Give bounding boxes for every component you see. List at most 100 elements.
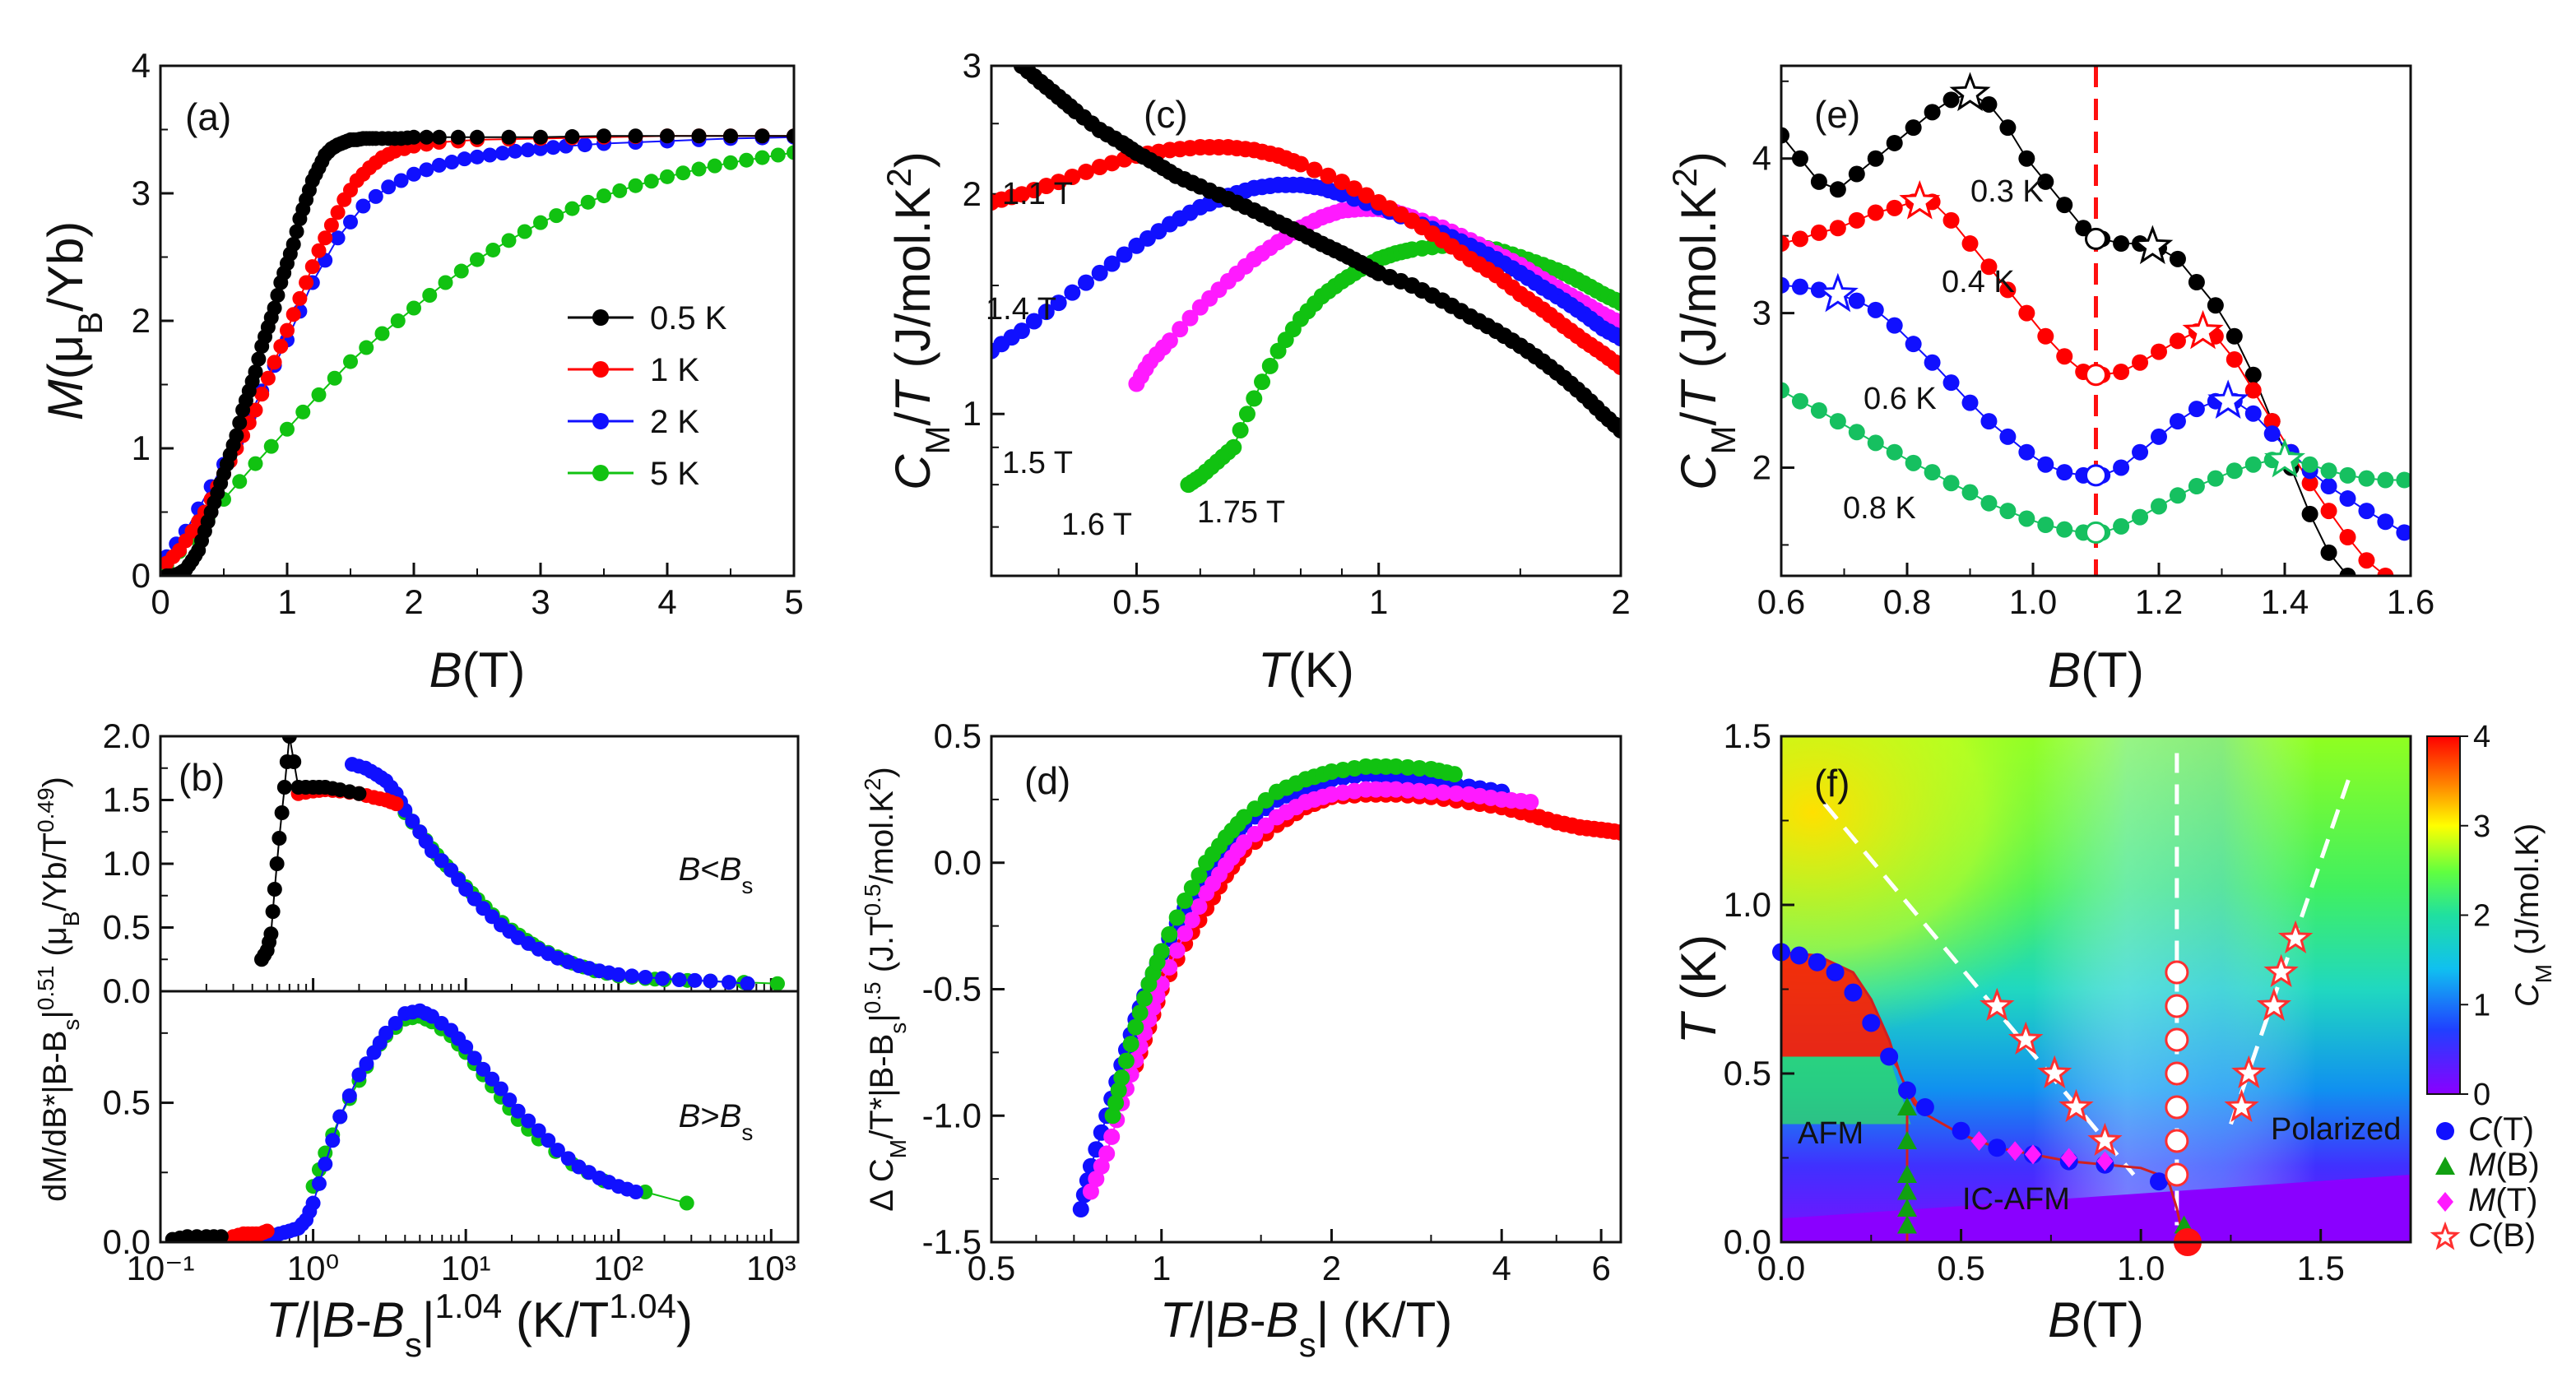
x-tick-label: 0.6 xyxy=(1757,582,1805,621)
panel-e: 0.6 0.8 1.0 1.2 1.4 1.6 2 3 4 0.3 K 0.4 K 0.6 K 0.8 … xyxy=(1665,66,2434,698)
mt-marker xyxy=(2060,1148,2077,1168)
data-point xyxy=(419,162,434,178)
data-point xyxy=(330,205,346,220)
data-point xyxy=(2301,475,2318,492)
mb-marker xyxy=(1897,1165,1917,1183)
series-line xyxy=(312,1015,687,1204)
data-point xyxy=(1078,163,1095,180)
panel-b-ylabel: dM/dB*|B-Bs|0.51 (μB/Yb/T0.49) xyxy=(33,777,84,1202)
ct-marker xyxy=(1898,1081,1916,1100)
ct-marker xyxy=(1880,1047,1899,1066)
ct-marker xyxy=(1915,1098,1934,1116)
data-point xyxy=(521,1113,536,1129)
data-point xyxy=(444,155,460,170)
data-point xyxy=(596,188,611,204)
data-point xyxy=(1246,390,1263,407)
data-point xyxy=(2358,503,2375,520)
data-point xyxy=(1411,782,1428,800)
data-point xyxy=(378,1025,394,1041)
data-point xyxy=(1848,424,1865,441)
y-tick-label: 0.0 xyxy=(103,1222,151,1261)
data-point xyxy=(2056,197,2073,214)
colorbar-tick-label: 1 xyxy=(2473,988,2490,1023)
data-point xyxy=(453,263,469,279)
data-point xyxy=(1942,91,1960,109)
heatmap-mid-region xyxy=(1781,736,2411,1242)
curve-label: 0.3 K xyxy=(1970,174,2044,209)
panel-a: 0 1 2 3 4 5 0 1 2 3 4 (a) B(T) M(μB/Yb) 0.5 K 1 K 2 K 5 K xyxy=(38,46,804,698)
data-point xyxy=(1107,1094,1125,1111)
data-point xyxy=(660,169,675,184)
legend-marker xyxy=(2430,1221,2461,1250)
data-point xyxy=(1829,413,1846,430)
ct-marker xyxy=(1844,983,1863,1002)
data-point xyxy=(643,174,659,189)
data-point xyxy=(1127,1018,1144,1036)
data-point xyxy=(457,151,472,167)
data-point xyxy=(1345,180,1362,197)
data-point xyxy=(1613,294,1621,312)
data-point xyxy=(470,252,485,267)
data-point xyxy=(740,976,755,991)
data-point xyxy=(1191,867,1208,884)
data-point xyxy=(541,1133,556,1148)
star-marker xyxy=(1899,180,1941,220)
y-tick-label: 1 xyxy=(132,429,151,467)
data-point xyxy=(770,147,786,163)
cb-star-marker xyxy=(2277,920,2314,954)
star-marker xyxy=(1817,272,1859,313)
data-point xyxy=(1781,235,1789,253)
data-point xyxy=(1181,309,1199,327)
data-point xyxy=(1905,119,1922,137)
data-point xyxy=(564,201,580,216)
cb-star-marker xyxy=(2263,953,2299,988)
y-tick-label: 0.0 xyxy=(1724,1222,1771,1261)
data-point xyxy=(311,387,327,402)
legend-label: 0.5 K xyxy=(650,300,727,336)
data-point xyxy=(691,128,707,144)
panel-d-label: (d) xyxy=(1024,759,1070,802)
data-point xyxy=(1104,1107,1121,1125)
open-circle-marker xyxy=(2085,227,2107,250)
data-point xyxy=(359,1056,374,1072)
data-point xyxy=(311,1176,327,1191)
data-point xyxy=(1848,292,1865,309)
data-point xyxy=(248,402,263,418)
x-tick-label: 2 xyxy=(404,582,423,621)
data-point xyxy=(1848,211,1865,229)
panel-e-label: (e) xyxy=(1814,93,1860,136)
data-point xyxy=(1225,438,1242,456)
x-tick-label: 0.5 xyxy=(1937,1249,1984,1287)
data-point xyxy=(265,904,281,920)
panel-c-frame xyxy=(990,64,1622,577)
region-label-afm: AFM xyxy=(1798,1116,1864,1151)
data-point xyxy=(267,882,282,897)
ct-marker xyxy=(1862,1013,1881,1032)
data-point xyxy=(1050,294,1067,312)
data-point xyxy=(2377,513,2394,531)
cb-star-marker xyxy=(2058,1088,2094,1123)
y-tick-label: -0.5 xyxy=(922,970,982,1009)
y-tick-label: 1.0 xyxy=(1724,885,1771,924)
region-label-polarized: Polarized xyxy=(2271,1112,2401,1147)
open-circle-marker xyxy=(2165,960,2189,985)
legend-marker xyxy=(592,309,609,326)
data-point xyxy=(1781,127,1789,144)
y-tick-label: 0.5 xyxy=(1724,1054,1771,1092)
data-point xyxy=(1810,224,1827,241)
data-point xyxy=(318,1157,333,1172)
data-point xyxy=(508,143,523,159)
data-point xyxy=(2226,462,2243,480)
data-point xyxy=(1177,892,1194,909)
data-point xyxy=(2244,456,2262,473)
data-point xyxy=(1867,204,1884,221)
data-point xyxy=(1168,942,1186,959)
data-point xyxy=(549,208,564,224)
data-point xyxy=(292,290,308,306)
x-tick-label: 1.4 xyxy=(2261,582,2309,621)
data-point xyxy=(434,853,449,869)
data-point xyxy=(1942,211,1960,229)
data-point xyxy=(482,147,498,163)
data-point xyxy=(502,1092,518,1108)
